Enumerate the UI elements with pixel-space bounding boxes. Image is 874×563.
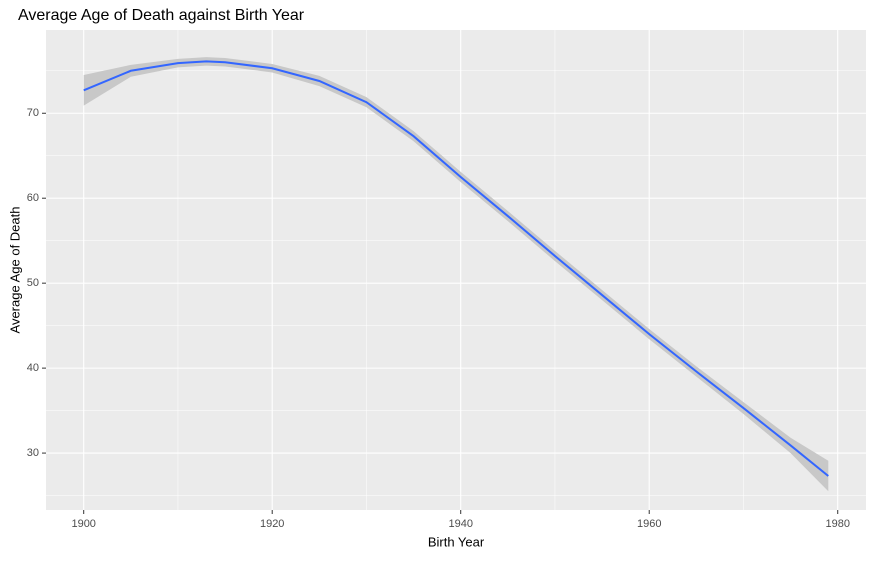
x-tick-label: 1960 [637, 518, 661, 530]
chart-title: Average Age of Death against Birth Year [18, 7, 305, 24]
y-tick-label: 40 [27, 362, 39, 374]
x-tick-label: 1900 [71, 518, 95, 530]
x-tick-label: 1940 [448, 518, 472, 530]
x-tick-label: 1980 [825, 518, 849, 530]
y-tick-label: 50 [27, 277, 39, 289]
y-tick-label: 60 [27, 192, 39, 204]
y-tick-label: 30 [27, 447, 39, 459]
y-axis-title: Average Age of Death [7, 207, 22, 334]
y-tick-label: 70 [27, 107, 39, 119]
smooth-line [83, 60, 829, 477]
x-axis-title: Birth Year [428, 534, 485, 549]
x-tick-label: 1920 [260, 518, 284, 530]
plot-panel [46, 30, 866, 510]
